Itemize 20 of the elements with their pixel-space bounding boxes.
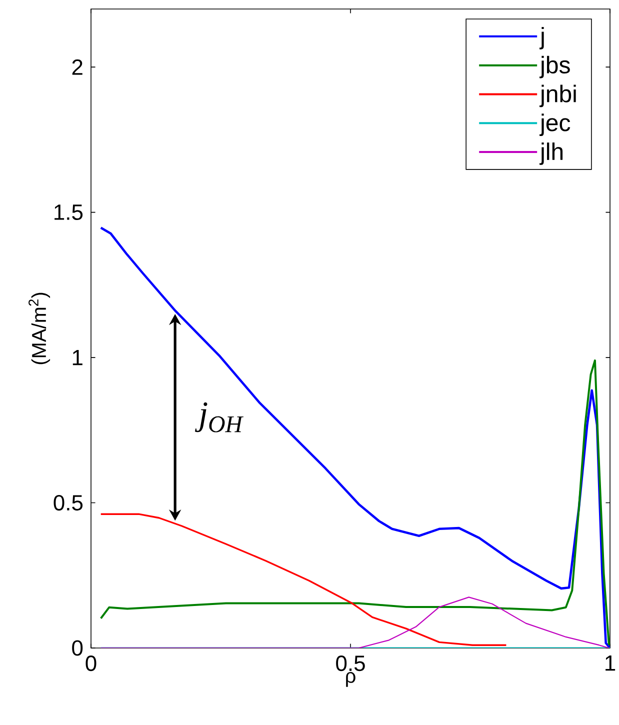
x-tick-label: 0 [86,656,96,672]
annotation: j$_{OH}$ [194,402,244,432]
x-tick-label: 1 [605,656,615,671]
y-tick-label: 0 [72,640,82,656]
legend-label: j [539,26,544,50]
x-tick-label: 0.5 [336,656,365,672]
legend-label: jbs [539,56,570,78]
line-series [100,596,610,648]
x-axis-title: ρ [346,672,356,687]
y-tick-label: 1 [72,350,82,366]
legend-label: jnbi [539,84,576,108]
line-series [100,513,507,646]
legend-label: jec [539,114,570,136]
legend-label: jlh [539,142,562,165]
line-series [99,226,610,648]
y-axis-title: (MA/m$^{2}$) [28,292,50,364]
y-tick-label: 2 [72,59,82,75]
y-tick-label: 0.5 [54,494,82,511]
y-tick-label: 1.5 [54,204,82,220]
line-series [100,359,610,646]
